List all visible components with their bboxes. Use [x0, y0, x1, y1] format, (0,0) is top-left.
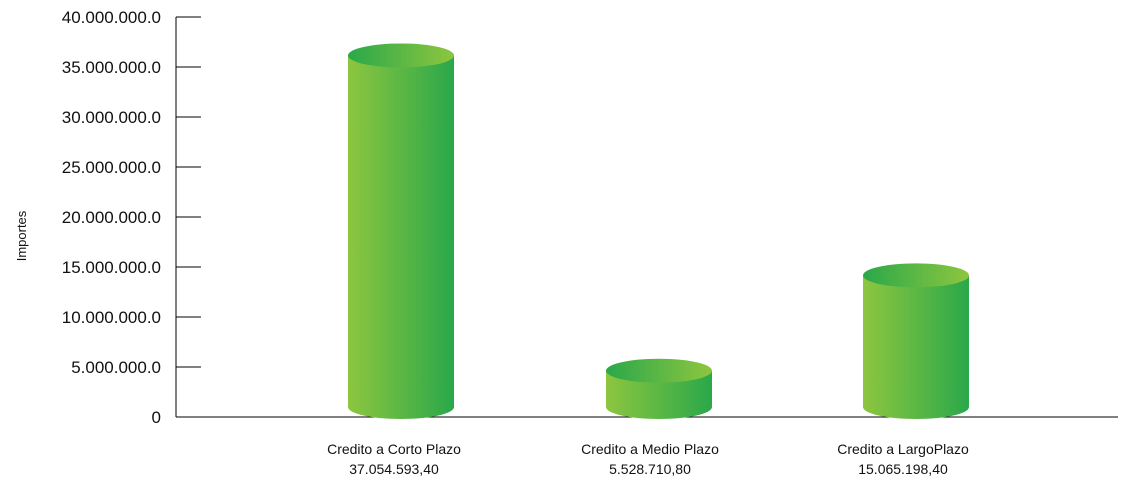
bar [606, 358, 712, 419]
value-label: 15.065.198,40 [858, 461, 948, 477]
bars-group [348, 43, 969, 419]
bar-body [606, 370, 712, 419]
category-label: Credito a Corto Plazo [327, 441, 461, 457]
bar-top [348, 43, 454, 68]
y-tick-label: 35.000.000.0 [62, 58, 161, 77]
bar [863, 263, 969, 419]
value-label: 37.054.593,40 [349, 461, 439, 477]
bar [348, 43, 454, 419]
bar-body [863, 275, 969, 419]
y-axis-label: Importes [14, 210, 29, 261]
bar-top [606, 358, 712, 383]
y-tick-label: 5.000.000.0 [71, 358, 161, 377]
bar-body [348, 55, 454, 419]
labels-group: Credito a Corto Plazo 37.054.593,40 Credit… [327, 441, 969, 477]
bar-top [863, 263, 969, 288]
y-tick-label: 30.000.000.0 [62, 108, 161, 127]
y-tick-label: 10.000.000.0 [62, 308, 161, 327]
category-label: Credito a LargoPlazo [837, 441, 969, 457]
y-tick-label: 25.000.000.0 [62, 158, 161, 177]
value-label: 5.528.710,80 [609, 461, 691, 477]
y-tick-label: 20.000.000.0 [62, 208, 161, 227]
category-label: Credito a Medio Plazo [581, 441, 719, 457]
y-tick-label: 0 [152, 408, 161, 427]
y-tick-label: 15.000.000.0 [62, 258, 161, 277]
y-tick-label: 40.000.000.0 [62, 8, 161, 27]
axes: 0 5.000.000.0 10.000.000.0 15.000.000.0 20.0… [62, 8, 1118, 427]
